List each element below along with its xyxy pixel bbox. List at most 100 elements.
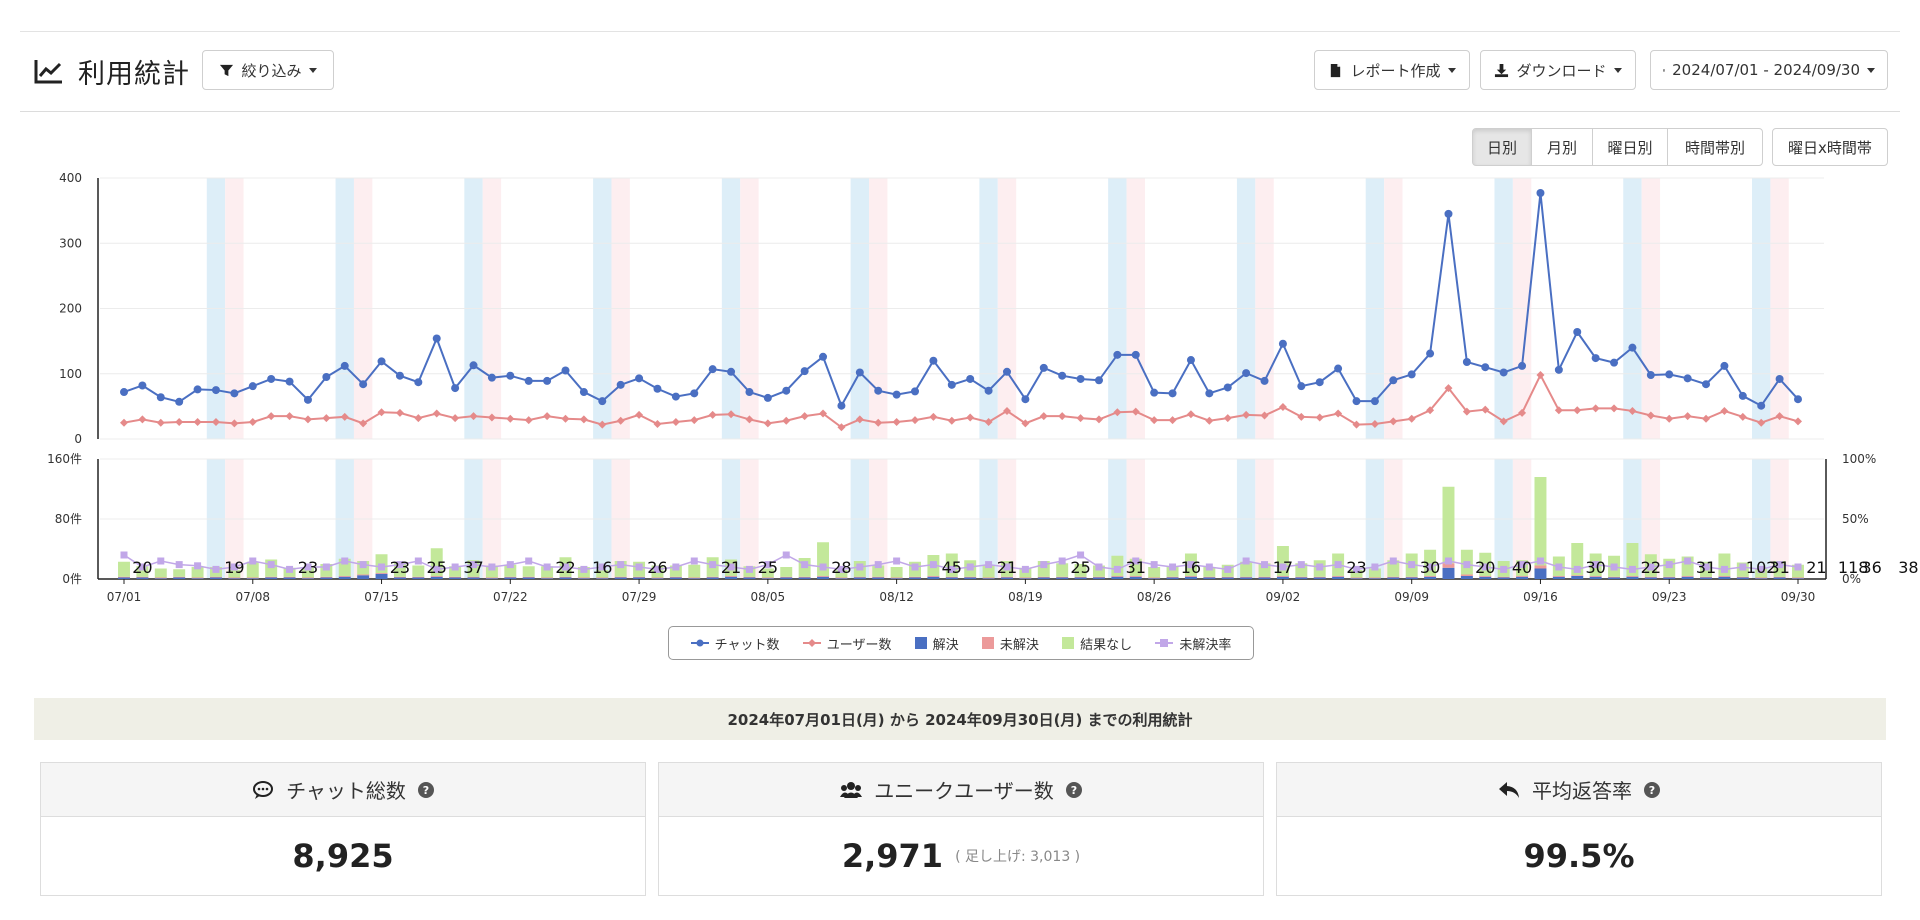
bar-segment [265, 576, 278, 578]
bar-segment [1736, 577, 1749, 579]
help-icon[interactable]: ? [417, 781, 434, 798]
bar-segment [1442, 567, 1455, 579]
bar-segment [1571, 543, 1584, 576]
data-label: 45 [942, 558, 962, 577]
tab-daily[interactable]: 日別 [1472, 128, 1532, 166]
bar-segment [522, 576, 535, 578]
bar-segment [485, 577, 498, 579]
data-point [1131, 350, 1140, 359]
bar-segment [1589, 576, 1602, 577]
bar-segment [817, 542, 830, 576]
data-point [1757, 401, 1766, 410]
data-point [819, 409, 828, 418]
tab-weekday[interactable]: 曜日別 [1592, 128, 1668, 166]
data-point [985, 561, 993, 569]
data-label: 28 [831, 558, 851, 577]
data-point [1150, 388, 1159, 397]
bar-segment [853, 577, 866, 579]
card-header: ユニークユーザー数 ? [659, 763, 1263, 817]
legend-item-unresolved[interactable]: 未解決 [981, 634, 1039, 653]
tab-hourly[interactable]: 時間帯別 [1667, 128, 1763, 166]
legend-item-resolved[interactable]: 解決 [914, 634, 959, 653]
bar-segment [1037, 561, 1050, 577]
bar-segment [393, 561, 406, 577]
data-point [1775, 412, 1784, 421]
header-divider [20, 111, 1900, 112]
tab-monthly[interactable]: 月別 [1531, 128, 1593, 166]
svg-text:?: ? [423, 784, 429, 797]
y-tick-label: 0 [74, 432, 82, 446]
help-icon[interactable]: ? [1644, 781, 1660, 798]
data-point [1738, 412, 1747, 421]
data-point [341, 557, 349, 565]
data-point [874, 561, 882, 569]
card-title: ユニークユーザー数 [874, 779, 1054, 803]
data-label: 25 [427, 558, 447, 577]
data-point [1518, 361, 1527, 370]
bar-segment [1240, 576, 1253, 578]
data-label: 30 [1420, 558, 1440, 577]
data-point [911, 416, 920, 425]
bar-segment [1019, 577, 1032, 579]
date-range-button[interactable]: 2024/07/01 - 2024/09/30 [1650, 50, 1888, 90]
data-point [1021, 395, 1030, 404]
tab-weekday-hour[interactable]: 曜日x時間帯 [1772, 128, 1888, 166]
bar-segment [1056, 577, 1069, 579]
x-tick-label: 08/19 [1008, 590, 1043, 604]
bar-segment [1534, 568, 1547, 579]
data-label: 23 [1346, 558, 1366, 577]
legend-item-no-result[interactable]: 結果なし [1062, 634, 1132, 653]
x-tick-label: 09/09 [1394, 590, 1429, 604]
data-point [543, 412, 552, 421]
card-header: チャット総数 ? [41, 763, 645, 817]
legend-item-chat[interactable]: チャット数 [690, 634, 780, 653]
data-point [248, 382, 257, 391]
data-point [1389, 417, 1398, 426]
bar-segment [467, 560, 480, 577]
data-point [1610, 358, 1619, 367]
data-point [1555, 563, 1563, 571]
bar-segment [154, 578, 167, 579]
bar-segment [761, 578, 774, 579]
data-point [1297, 561, 1305, 569]
filter-button[interactable]: 絞り込み [202, 50, 334, 90]
report-button[interactable]: レポート作成 [1314, 50, 1470, 90]
bar-segment [1258, 577, 1271, 579]
data-point [378, 563, 386, 571]
data-point [1426, 349, 1435, 358]
users-icon [840, 781, 863, 798]
legend-item-users[interactable]: ユーザー数 [802, 634, 891, 653]
data-point [1407, 370, 1416, 379]
download-button[interactable]: ダウンロード [1480, 50, 1636, 90]
help-icon[interactable]: ? [1065, 781, 1082, 798]
legend-label: チャット数 [714, 637, 780, 653]
bar-segment [393, 577, 406, 579]
data-point [524, 376, 533, 385]
data-point [1610, 404, 1619, 413]
bar-segment [1074, 577, 1087, 579]
data-point [1353, 565, 1361, 573]
data-point [487, 413, 496, 422]
data-label: 30 [1585, 558, 1605, 577]
data-point [1462, 358, 1471, 367]
data-point [1315, 413, 1324, 422]
data-point [1665, 414, 1674, 423]
bar-segment [1387, 577, 1400, 579]
data-point [451, 384, 460, 393]
bar-segment [1460, 576, 1473, 579]
data-point [359, 561, 367, 569]
bar-segment [1056, 576, 1069, 578]
bar-segment [301, 567, 314, 578]
bar-segment [1773, 577, 1786, 579]
data-point [1499, 417, 1508, 426]
data-point [874, 386, 883, 395]
bar-segment [449, 577, 462, 579]
line-chart-icon [34, 60, 62, 84]
legend-item-unresolved-rate[interactable]: 未解決率 [1155, 634, 1231, 653]
data-point [1352, 420, 1361, 429]
data-point [1039, 363, 1048, 372]
bar-segment [872, 576, 885, 578]
bar-segment [1166, 576, 1179, 578]
data-point [1610, 563, 1618, 571]
bar-segment [577, 578, 590, 579]
